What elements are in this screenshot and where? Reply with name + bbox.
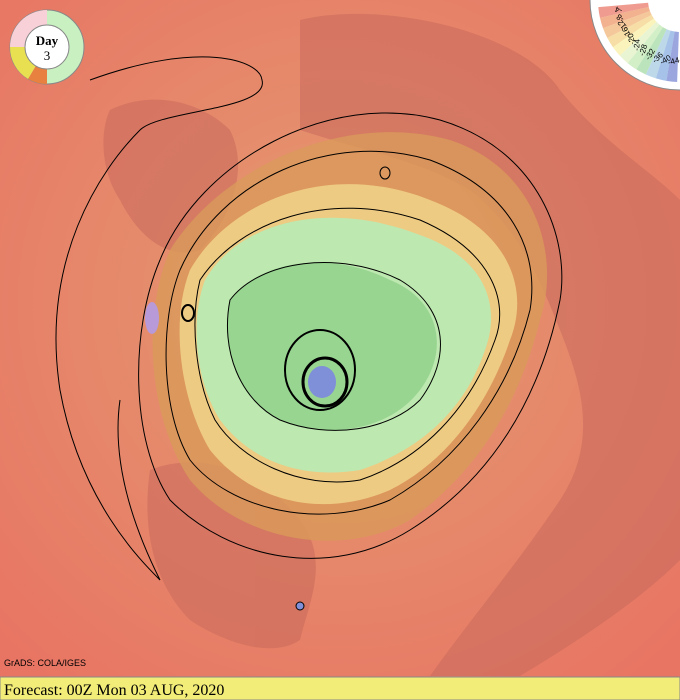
badge-number: 3 (44, 48, 51, 63)
credit: GrADS: COLA/IGES (4, 658, 86, 668)
legend-wedge (607, 14, 654, 48)
footer-bar (0, 676, 680, 700)
colder-zone (227, 262, 437, 430)
badge-center (24, 24, 70, 70)
legend-wedge (599, 6, 650, 29)
legend-label: -28 (637, 43, 649, 57)
day-badge: Day 3 (9, 9, 85, 85)
legend-wedge (655, 30, 675, 81)
color-legend: -4-8-12-16-20-24-28-32-36-40-44 (589, 0, 680, 91)
legend-wedge (612, 18, 657, 56)
legend-wedge (627, 24, 663, 70)
legend-wedge (666, 31, 679, 82)
legend-label: -20 (626, 32, 637, 46)
legend-wedge (598, 2, 649, 18)
cold-spot (145, 302, 159, 334)
legend-label: -24 (632, 38, 642, 51)
footer-text: Forecast: 00Z Mon 03 AUG, 2020 (4, 682, 224, 699)
badge-label: Day (36, 33, 59, 48)
coldest-zone (308, 366, 336, 398)
legend-label: -8 (614, 12, 625, 24)
cold-spot (295, 601, 305, 611)
legend-label: -44 (667, 55, 680, 67)
contours (55, 56, 563, 581)
legend-wedge (645, 29, 671, 79)
legend-wedge (602, 10, 652, 39)
legend-wedge (619, 21, 660, 64)
legend-wedge (636, 27, 667, 75)
legend-label: -4 (613, 4, 623, 15)
